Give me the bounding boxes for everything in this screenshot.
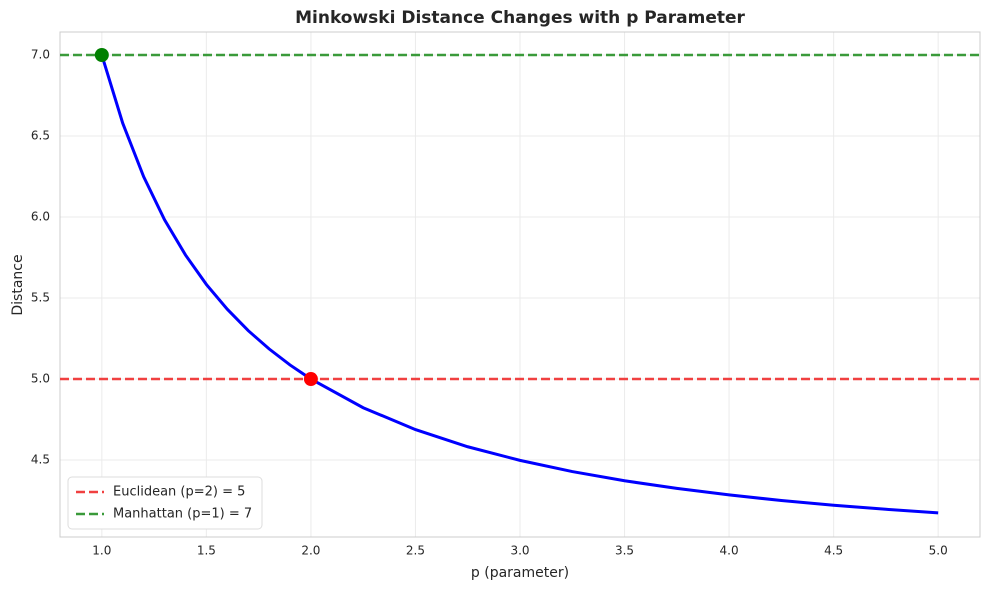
x-tick-label: 5.0 (929, 544, 948, 558)
y-tick-label: 7.0 (31, 48, 50, 62)
chart-title: Minkowski Distance Changes with p Parame… (295, 8, 745, 28)
x-tick-label: 2.5 (406, 544, 425, 558)
y-tick-label: 5.5 (31, 291, 50, 305)
legend-label: Manhattan (p=1) = 7 (113, 507, 252, 522)
y-tick-label: 6.5 (31, 129, 50, 143)
x-tick-label: 3.5 (615, 544, 634, 558)
marker-point (303, 372, 318, 387)
x-tick-label: 3.0 (510, 544, 529, 558)
legend-box (67, 476, 263, 530)
data-line (100, 54, 939, 515)
y-tick-label: 5.0 (31, 372, 50, 386)
plot-frame (59, 31, 981, 538)
y-tick-label: 4.5 (31, 453, 50, 467)
y-tick-label: 6.0 (31, 210, 50, 224)
x-tick-label: 4.5 (824, 544, 843, 558)
x-tick-label: 4.0 (720, 544, 739, 558)
y-axis-label: Distance (10, 254, 26, 315)
x-axis-label: p (parameter) (471, 565, 569, 581)
x-tick-label: 1.5 (197, 544, 216, 558)
legend: Euclidean (p=2) = 5 Manhattan (p=1) = 7 (67, 476, 263, 530)
x-tick-label: 1.0 (92, 544, 111, 558)
x-tick-label: 2.0 (301, 544, 320, 558)
legend-label: Euclidean (p=2) = 5 (113, 485, 245, 500)
marker-point (94, 48, 109, 63)
